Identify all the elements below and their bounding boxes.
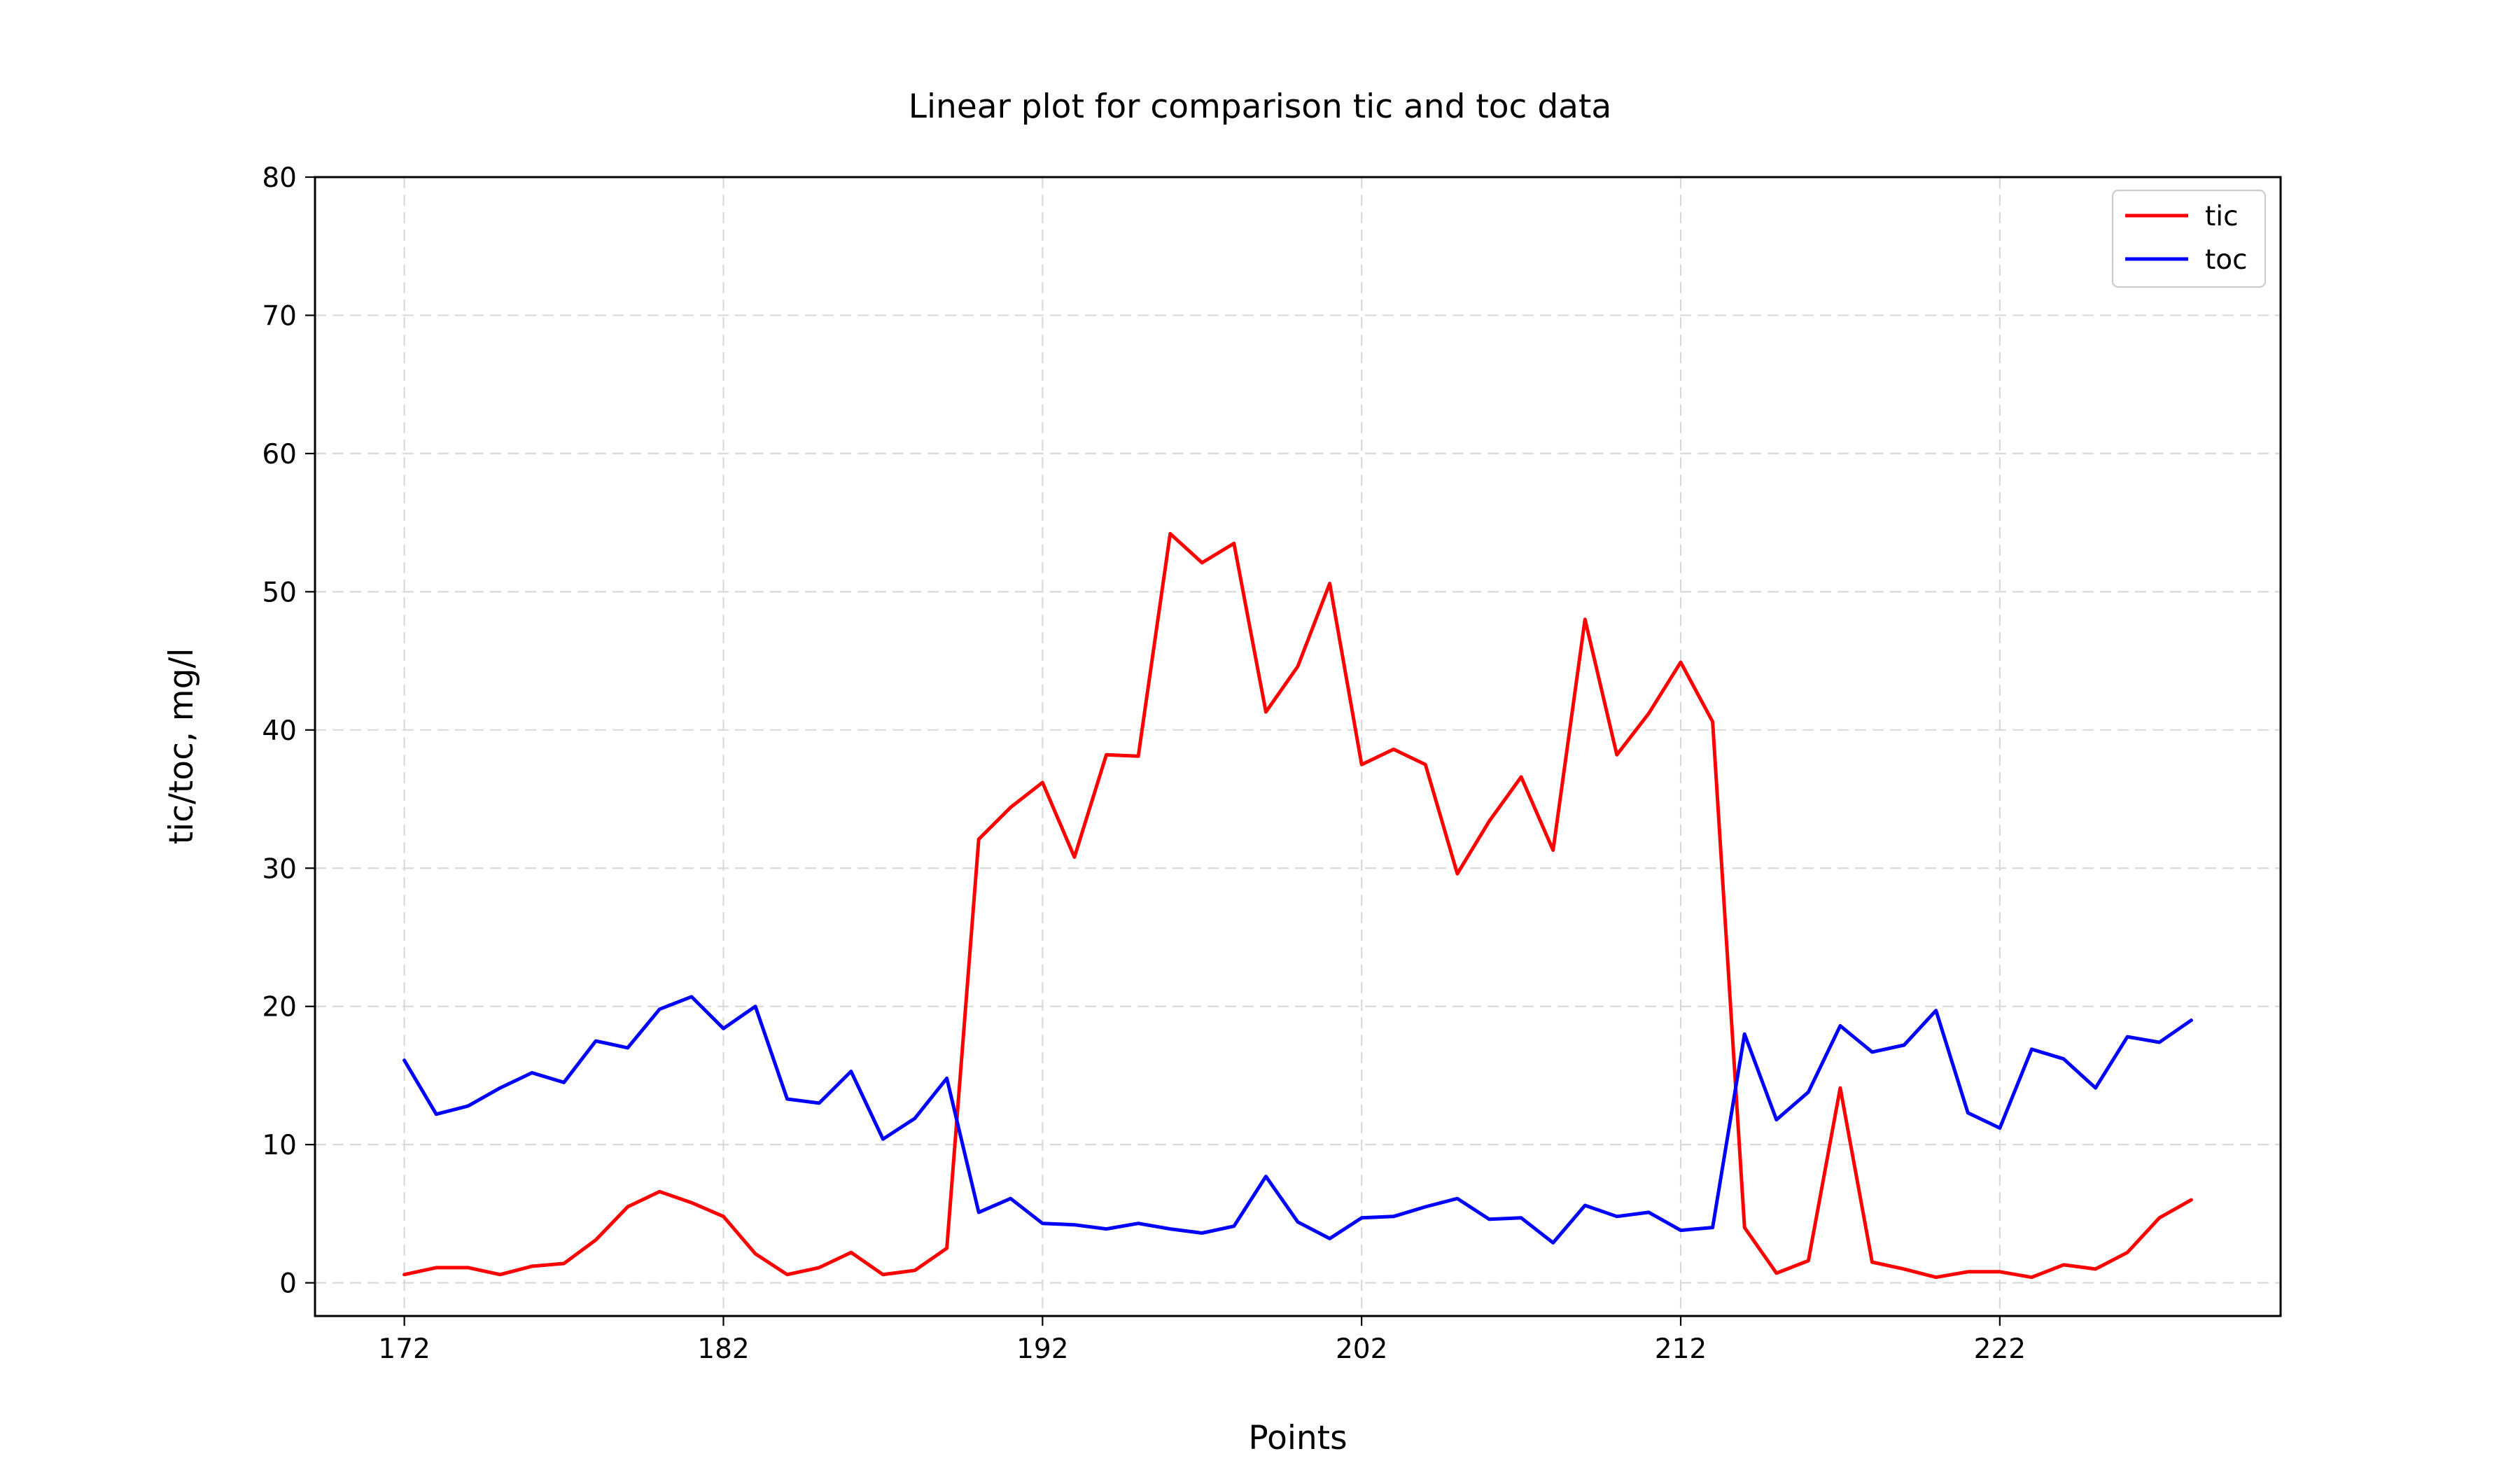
y-tick-label: 70 xyxy=(262,300,297,332)
x-tick-label: 192 xyxy=(1016,1334,1068,1365)
series-line-tic xyxy=(402,531,2193,1280)
chart-title: Linear plot for comparison tic and toc d… xyxy=(909,88,1611,126)
y-axis: 0 10 20 30 40 50 60 70 80 xyxy=(262,162,315,1300)
x-tick-label: 222 xyxy=(1974,1334,2026,1365)
y-tick-label: 40 xyxy=(262,715,297,747)
x-tick-label: 202 xyxy=(1336,1334,1387,1365)
series-lines xyxy=(402,531,2193,1280)
plot-frame xyxy=(314,176,2282,1317)
series-line-toc xyxy=(402,995,2193,1245)
y-tick-label: 20 xyxy=(262,992,297,1023)
x-tick-label: 172 xyxy=(378,1334,430,1365)
x-tick-label: 212 xyxy=(1655,1334,1707,1365)
y-tick-label: 10 xyxy=(262,1130,297,1161)
y-tick-label: 50 xyxy=(262,577,297,608)
y-axis-label: tic/toc, mg/l xyxy=(162,648,201,845)
legend-label-toc: toc xyxy=(2205,244,2248,276)
x-axis-label: Points xyxy=(1248,1419,1347,1457)
y-tick-label: 60 xyxy=(262,439,297,470)
legend-label-tic: tic xyxy=(2205,201,2239,232)
grid xyxy=(315,176,2281,1316)
legend: tic toc xyxy=(2111,189,2267,288)
y-tick-label: 30 xyxy=(262,853,297,885)
x-tick-label: 182 xyxy=(697,1334,749,1365)
y-tick-label: 0 xyxy=(279,1268,297,1300)
x-axis: 172 182 192 202 212 222 xyxy=(378,1316,2026,1365)
y-tick-label: 80 xyxy=(262,162,297,194)
